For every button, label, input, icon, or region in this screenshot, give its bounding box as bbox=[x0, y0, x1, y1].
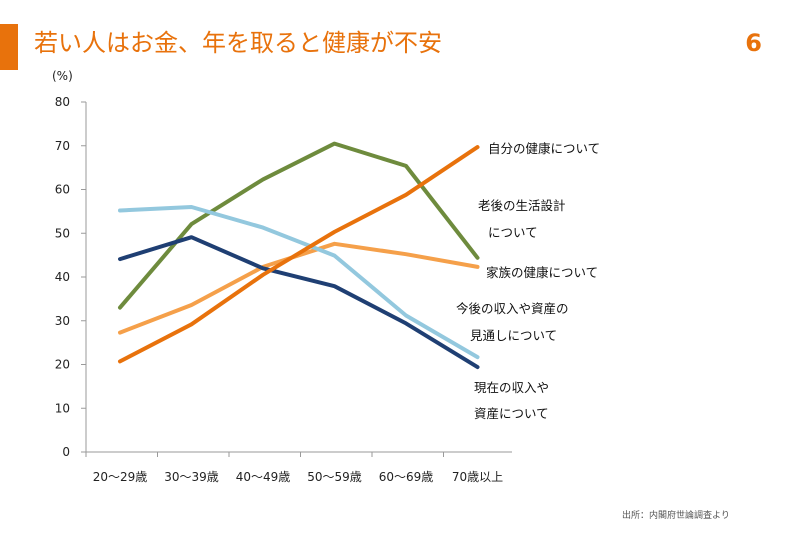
chart-series bbox=[118, 141, 480, 370]
accent-bar bbox=[0, 24, 18, 70]
y-tick-label: 50 bbox=[55, 226, 70, 240]
series-line-3 bbox=[118, 205, 480, 360]
series-label-3: 見通しについて bbox=[470, 328, 557, 343]
y-tick-label: 80 bbox=[55, 95, 70, 109]
series-line-0 bbox=[118, 145, 480, 364]
page-title: 若い人はお金、年を取ると健康が不安 bbox=[34, 29, 442, 57]
series-label-1: 老後の生活設計 bbox=[478, 198, 566, 213]
y-tick-label: 20 bbox=[55, 358, 70, 372]
series-line-2 bbox=[118, 241, 480, 335]
y-axis-unit: (%) bbox=[52, 69, 73, 83]
chart-series-labels: 自分の健康について老後の生活設計について家族の健康について今後の収入や資産の見通… bbox=[456, 141, 600, 421]
series-label-0: 自分の健康について bbox=[488, 141, 600, 156]
y-tick-label: 30 bbox=[55, 314, 70, 328]
chart-axes: (%) 0 10 20 30 40 50 60 70 80 20〜29歳 30〜39歳 40〜49歳 50… bbox=[52, 69, 512, 484]
series-label-4: 資産について bbox=[474, 406, 549, 421]
series-label-2: 家族の健康について bbox=[486, 265, 598, 280]
x-tick-label: 60〜69歳 bbox=[379, 470, 434, 484]
y-tick-label: 40 bbox=[55, 270, 70, 284]
series-label-3: 今後の収入や資産の bbox=[456, 301, 569, 316]
x-tick-label: 50〜59歳 bbox=[307, 470, 362, 484]
y-tick-label: 10 bbox=[55, 401, 70, 415]
series-label-4: 現在の収入や bbox=[474, 380, 549, 395]
x-tick-label: 70歳以上 bbox=[452, 470, 503, 484]
source-note: 出所：内閣府世論調査より bbox=[622, 511, 730, 521]
y-tick-label: 60 bbox=[55, 183, 70, 197]
series-line-1 bbox=[118, 141, 480, 310]
x-tick-label: 40〜49歳 bbox=[236, 470, 291, 484]
x-tick-label: 30〜39歳 bbox=[164, 470, 219, 484]
y-tick-label: 0 bbox=[62, 445, 70, 459]
series-line-4 bbox=[118, 235, 480, 370]
y-tick-label: 70 bbox=[55, 139, 70, 153]
page-number: 6 bbox=[745, 29, 762, 57]
x-tick-label: 20〜29歳 bbox=[93, 470, 148, 484]
series-label-1: について bbox=[488, 225, 538, 240]
